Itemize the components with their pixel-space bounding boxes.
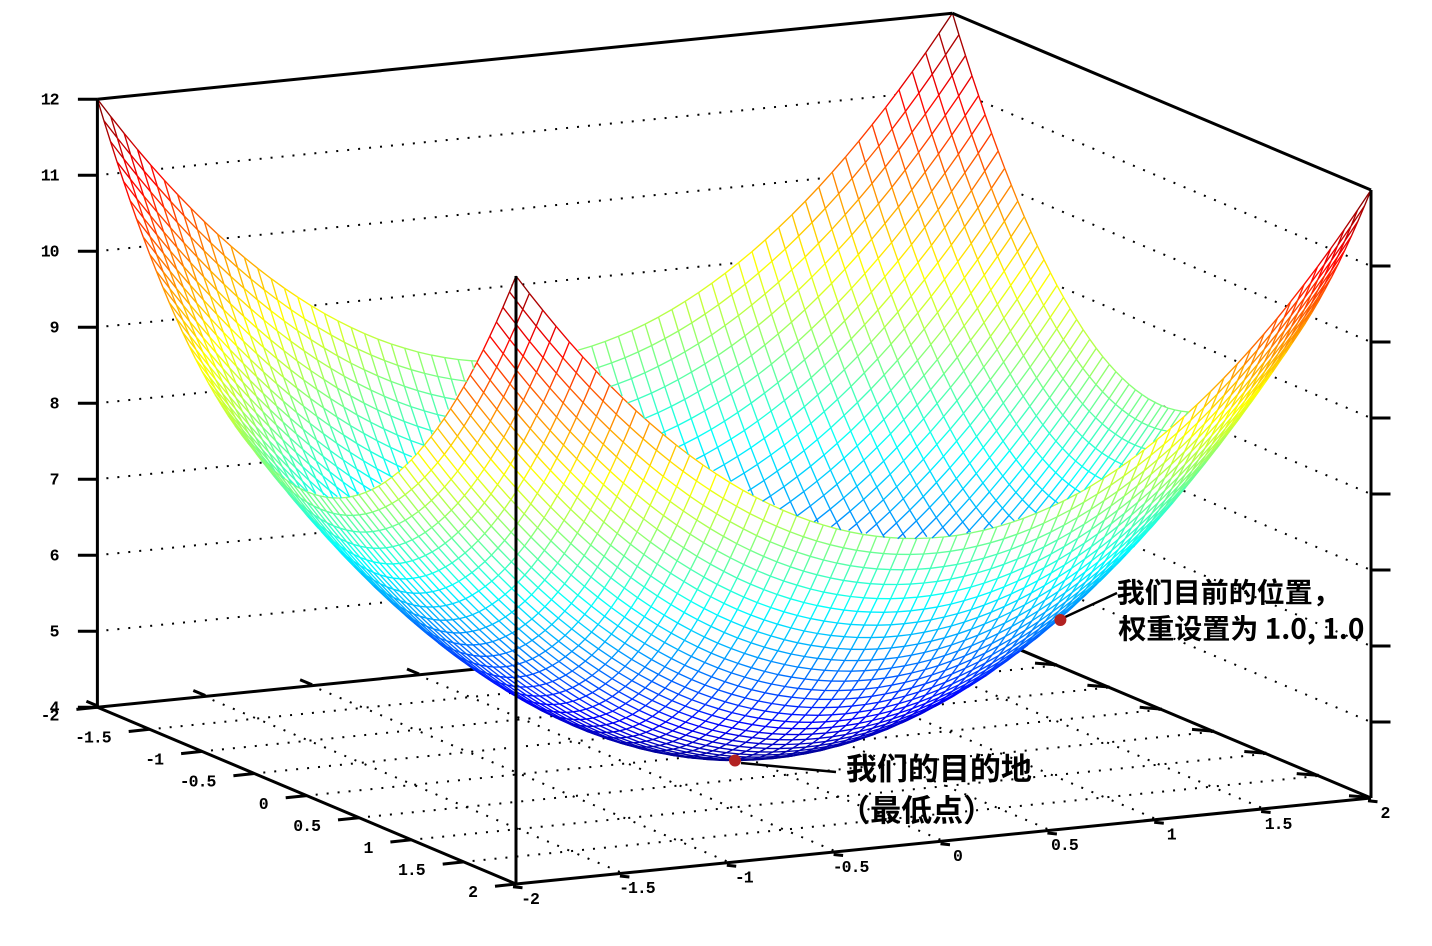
svg-text:6: 6 <box>50 547 59 566</box>
svg-text:-2: -2 <box>41 706 59 725</box>
svg-text:-1.5: -1.5 <box>619 879 656 898</box>
svg-text:-1.5: -1.5 <box>75 729 112 748</box>
svg-text:-0.5: -0.5 <box>833 858 870 877</box>
svg-text:10: 10 <box>41 243 59 262</box>
svg-text:1.5: 1.5 <box>1265 815 1293 834</box>
svg-text:9: 9 <box>50 319 59 338</box>
svg-text:11: 11 <box>41 167 60 186</box>
svg-text:-1: -1 <box>145 751 164 770</box>
svg-text:-0.5: -0.5 <box>180 773 217 792</box>
svg-text:0: 0 <box>953 847 962 866</box>
svg-text:4: 4 <box>50 699 60 718</box>
svg-text:1: 1 <box>363 839 373 858</box>
svg-text:8: 8 <box>50 395 60 414</box>
svg-text:1.5: 1.5 <box>398 861 426 880</box>
svg-text:2: 2 <box>468 883 477 902</box>
svg-text:2: 2 <box>1381 804 1390 823</box>
svg-text:12: 12 <box>41 91 59 110</box>
svg-text:0.5: 0.5 <box>1051 836 1079 855</box>
svg-text:1: 1 <box>1167 826 1177 845</box>
svg-text:-2: -2 <box>521 890 539 909</box>
svg-text:5: 5 <box>50 623 60 642</box>
svg-text:7: 7 <box>50 471 59 490</box>
svg-text:-1: -1 <box>735 869 754 888</box>
svg-text:0: 0 <box>259 795 268 814</box>
svg-text:0.5: 0.5 <box>293 817 321 836</box>
